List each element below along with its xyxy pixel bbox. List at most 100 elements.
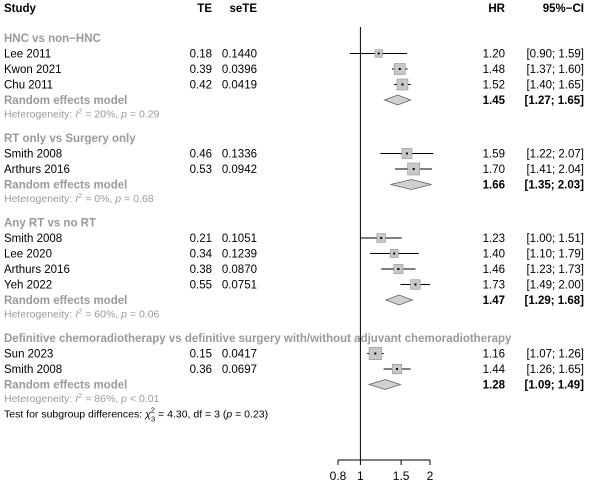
study-name: Smith 2008 bbox=[4, 233, 62, 245]
i2-symbol: I bbox=[75, 193, 78, 205]
i2-value: = 0%, bbox=[82, 193, 115, 205]
study-hr: 1.52 bbox=[483, 80, 505, 92]
study-hr: 1.44 bbox=[483, 364, 506, 376]
i2-symbol: I bbox=[75, 309, 78, 321]
study-name: Kwon 2021 bbox=[4, 64, 62, 76]
pooled-label: Random effects model bbox=[4, 295, 127, 307]
subgroup-test-stat: = 4.30, df = 3 ( bbox=[155, 409, 227, 421]
study-point bbox=[380, 237, 383, 239]
study-name: Lee 2020 bbox=[4, 249, 52, 261]
study-point bbox=[398, 68, 401, 70]
p-symbol: p bbox=[120, 109, 127, 121]
study-te: 0.18 bbox=[190, 49, 212, 61]
p-symbol: p bbox=[114, 193, 121, 205]
pooled-hr: 1.47 bbox=[483, 295, 505, 307]
study-point bbox=[401, 83, 404, 86]
study-name: Lee 2011 bbox=[4, 49, 51, 61]
study-sete: 0.1051 bbox=[222, 233, 257, 245]
study-sete: 0.0396 bbox=[222, 64, 257, 76]
study-te: 0.34 bbox=[190, 249, 213, 261]
study-te: 0.36 bbox=[190, 364, 212, 376]
p-value: = 0.29 bbox=[127, 109, 160, 121]
study-te: 0.21 bbox=[190, 233, 212, 245]
study-name: Sun 2023 bbox=[4, 349, 53, 361]
study-ci: [0.90; 1.59] bbox=[526, 49, 584, 61]
heterogeneity-text: Heterogeneity: I2 = 60%, p = 0.06 bbox=[4, 307, 160, 321]
pooled-hr: 1.28 bbox=[483, 380, 506, 392]
study-point bbox=[393, 252, 396, 255]
study-point bbox=[412, 168, 415, 170]
study-name: Chu 2011 bbox=[4, 80, 53, 92]
i2-superscript: 2 bbox=[78, 307, 82, 316]
study-name: Smith 2008 bbox=[4, 364, 62, 376]
i2-superscript: 2 bbox=[78, 191, 82, 200]
pooled-diamond bbox=[383, 94, 412, 106]
pooled-ci: [1.29; 1.68] bbox=[525, 295, 585, 307]
pooled-diamond bbox=[367, 379, 402, 390]
study-hr: 1.46 bbox=[483, 264, 505, 276]
study-point bbox=[414, 283, 417, 286]
p-value: < 0.01 bbox=[127, 393, 160, 405]
study-sete: 0.0417 bbox=[222, 349, 257, 361]
study-ci: [1.40; 1.65] bbox=[526, 80, 584, 92]
x-tick-label: 1.5 bbox=[393, 469, 410, 483]
study-sete: 0.0751 bbox=[222, 280, 257, 292]
study-hr: 1.20 bbox=[483, 49, 505, 61]
study-ci: [1.23; 1.73] bbox=[526, 264, 584, 276]
subgroup-title: Definitive chemoradiotherapy vs definiti… bbox=[4, 333, 512, 345]
study-te: 0.15 bbox=[190, 349, 212, 361]
study-hr: 1.70 bbox=[483, 164, 505, 176]
study-point bbox=[374, 352, 377, 355]
p-value: = 0.06 bbox=[127, 309, 160, 321]
study-name: Arthurs 2016 bbox=[4, 164, 70, 176]
chi-symbol: χ bbox=[144, 409, 151, 421]
heterogeneity-text: Heterogeneity: I2 = 20%, p = 0.29 bbox=[4, 107, 160, 121]
study-te: 0.55 bbox=[190, 280, 212, 292]
study-name: Yeh 2022 bbox=[4, 280, 52, 292]
subgroup-title: Any RT vs no RT bbox=[4, 218, 96, 230]
i2-symbol: I bbox=[75, 109, 78, 121]
header-sete: seTE bbox=[230, 3, 258, 15]
study-name: Arthurs 2016 bbox=[4, 264, 70, 276]
heterogeneity-text: Heterogeneity: I2 = 86%, p < 0.01 bbox=[4, 391, 160, 405]
study-te: 0.46 bbox=[190, 149, 212, 161]
pooled-diamond bbox=[384, 294, 414, 306]
study-sete: 0.0419 bbox=[222, 80, 257, 92]
subgroup-title: HNC vs non−HNC bbox=[4, 33, 101, 45]
x-tick-label: 0.8 bbox=[330, 469, 347, 483]
study-point bbox=[396, 368, 399, 370]
study-ci: [1.07; 1.26] bbox=[526, 349, 584, 361]
i2-value: = 86%, bbox=[82, 393, 121, 405]
heterogeneity-prefix: Heterogeneity: bbox=[4, 193, 75, 205]
study-sete: 0.0942 bbox=[222, 164, 257, 176]
pooled-hr: 1.45 bbox=[483, 95, 506, 107]
subgroup-title: RT only vs Surgery only bbox=[4, 133, 136, 145]
heterogeneity-prefix: Heterogeneity: bbox=[4, 309, 75, 321]
study-hr: 1.23 bbox=[483, 233, 505, 245]
chi-subscript: 3 bbox=[151, 415, 155, 424]
study-ci: [1.10; 1.79] bbox=[526, 249, 584, 261]
study-te: 0.39 bbox=[190, 64, 212, 76]
pooled-ci: [1.27; 1.65] bbox=[525, 95, 585, 107]
p-symbol: p bbox=[120, 393, 127, 405]
i2-value: = 60%, bbox=[82, 309, 121, 321]
heterogeneity-prefix: Heterogeneity: bbox=[4, 109, 75, 121]
header-study: Study bbox=[4, 3, 37, 15]
study-hr: 1.48 bbox=[483, 64, 505, 76]
subgroup-test-prefix: Test for subgroup differences: bbox=[4, 409, 145, 421]
study-te: 0.42 bbox=[190, 80, 212, 92]
p-value: = 0.68 bbox=[121, 193, 154, 205]
study-ci: [1.22; 2.07] bbox=[526, 149, 584, 161]
study-ci: [1.41; 2.04] bbox=[526, 164, 584, 176]
study-te: 0.53 bbox=[190, 164, 212, 176]
study-hr: 1.40 bbox=[483, 249, 505, 261]
p-symbol: p bbox=[120, 309, 127, 321]
study-ci: [1.37; 1.60] bbox=[526, 64, 584, 76]
pooled-ci: [1.35; 2.03] bbox=[525, 180, 585, 192]
x-tick-label: 2 bbox=[427, 469, 434, 483]
study-point bbox=[397, 268, 400, 270]
p-symbol: p bbox=[225, 409, 232, 421]
pooled-hr: 1.66 bbox=[483, 180, 505, 192]
heterogeneity-text: Heterogeneity: I2 = 0%, p = 0.68 bbox=[4, 191, 154, 205]
